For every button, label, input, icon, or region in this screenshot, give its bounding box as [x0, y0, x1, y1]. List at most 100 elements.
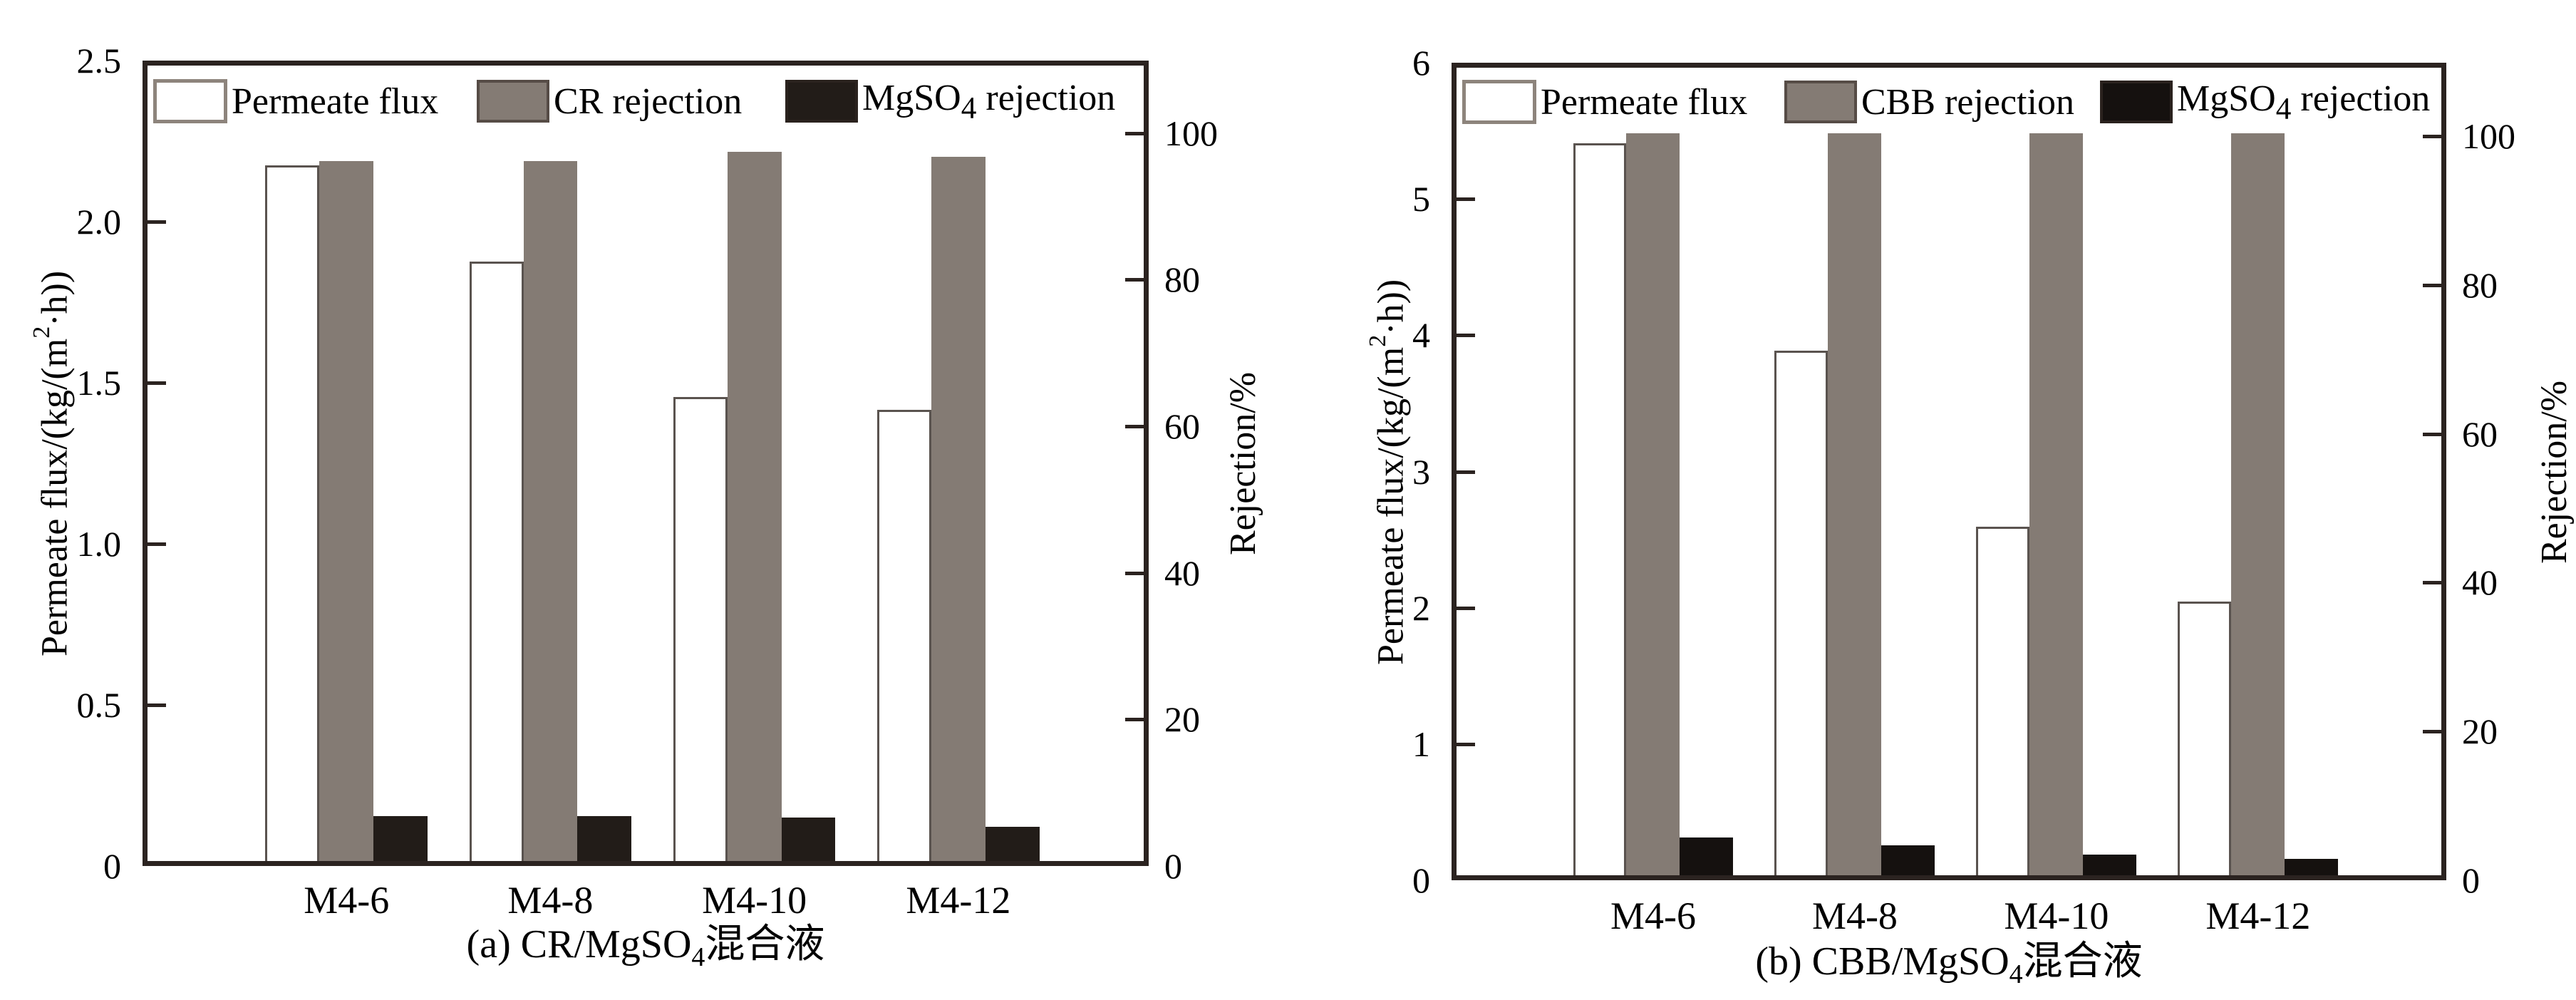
left-axis-tick-label-0.5: 0.5 — [76, 685, 122, 725]
left-axis-tick-label-0: 0 — [1412, 860, 1430, 900]
left-axis-tick-label-3: 3 — [1412, 451, 1430, 492]
bar-mgso4-rejection-M4-8 — [577, 816, 632, 861]
x-axis-category-label-M4-8: M4-8 — [1811, 895, 1898, 937]
x-axis-category-label-M4-8: M4-8 — [507, 879, 594, 922]
legend-label-mgso4-rejection: MgSO4 rejection — [862, 77, 1115, 125]
left-axis-tick-mark — [148, 542, 166, 546]
caption-a-post: 混合液 — [705, 922, 825, 967]
legend-item-mgso4-rejection-b: MgSO4 rejection — [2100, 78, 2430, 126]
left-axis-tick-mark — [1457, 606, 1475, 610]
right-axis-tick-label-20: 20 — [2462, 711, 2498, 752]
plot-area-a: Permeate flux CR rejection MgSO4 rejecti… — [143, 61, 1149, 866]
bar-permeate-flux-M4-6 — [265, 165, 320, 861]
x-axis-category-label-M4-10: M4-10 — [2004, 895, 2109, 937]
legend-label-mgso4-pre: MgSO — [2177, 78, 2276, 119]
bar-permeate-flux-M4-8 — [469, 262, 524, 861]
legend-item-cbb-rejection: CBB rejection — [1784, 79, 2074, 125]
right-axis-tick-mark — [2423, 730, 2441, 734]
bar-cr-rejection-M4-6 — [319, 160, 374, 861]
right-axis-title-a: Rejection/% — [1223, 371, 1263, 555]
bar-permeate-flux-M4-8 — [1774, 351, 1828, 875]
bar-cbb-rejection-M4-12 — [2231, 133, 2285, 875]
caption-b-post: 混合液 — [2022, 939, 2143, 984]
x-axis-category-label-M4-12: M4-12 — [906, 879, 1011, 922]
left-axis-tick-label-5: 5 — [1412, 179, 1430, 220]
legend-item-permeate-flux-b: Permeate flux — [1462, 79, 1747, 125]
right-axis-tick-mark — [2423, 135, 2441, 139]
bar-cbb-rejection-M4-6 — [1626, 133, 1680, 875]
left-axis-title-a-sup: 2 — [29, 326, 55, 339]
right-axis-tick-label-40: 40 — [1164, 552, 1200, 593]
left-axis-tick-mark — [1457, 197, 1475, 202]
legend-swatch-cbb-rejection-icon — [1784, 81, 1857, 123]
left-axis-tick-label-4: 4 — [1412, 315, 1430, 356]
left-axis-tick-label-1.5: 1.5 — [76, 363, 122, 403]
bar-cr-rejection-M4-8 — [523, 160, 578, 861]
right-axis-tick-label-80: 80 — [2462, 264, 2498, 305]
right-axis-tick-mark — [2423, 432, 2441, 436]
right-axis-tick-mark — [1125, 718, 1144, 722]
bar-mgso4-rejection-M4-10 — [781, 818, 836, 861]
legend-label-cr-rejection: CR rejection — [554, 81, 743, 122]
bar-cbb-rejection-M4-8 — [1828, 133, 1882, 875]
legend-item-cr-rejection: CR rejection — [477, 78, 742, 124]
bar-mgso4-rejection-M4-6 — [1680, 837, 1734, 875]
x-axis-category-label-M4-6: M4-6 — [1610, 895, 1696, 937]
bar-cr-rejection-M4-12 — [931, 156, 986, 861]
right-axis-tick-mark — [1125, 571, 1144, 575]
bar-cr-rejection-M4-10 — [727, 151, 782, 861]
chart-caption-a: (a) CR/MgSO4混合液 — [289, 921, 1002, 981]
left-axis-tick-mark — [148, 703, 166, 707]
right-axis-tick-label-100: 100 — [2462, 116, 2515, 157]
legend-label-mgso4-pre: MgSO — [862, 77, 961, 118]
x-axis-category-label-M4-6: M4-6 — [304, 879, 390, 922]
right-axis-tick-mark — [1125, 131, 1144, 135]
left-axis-tick-mark — [148, 381, 166, 385]
legend-swatch-cr-rejection-icon — [477, 80, 549, 123]
bar-cbb-rejection-M4-10 — [2029, 133, 2084, 875]
right-axis-tick-label-80: 80 — [1164, 259, 1200, 300]
legend-label-permeate-flux: Permeate flux — [1541, 81, 1748, 123]
legend-swatch-permeate-flux-icon — [153, 79, 227, 123]
left-axis-tick-mark — [148, 220, 166, 224]
legend-label-mgso4-rejection: MgSO4 rejection — [2177, 78, 2430, 126]
right-axis-tick-label-60: 60 — [1164, 406, 1200, 447]
left-axis-tick-label-2.0: 2.0 — [76, 202, 122, 242]
left-axis-tick-label-6: 6 — [1412, 43, 1430, 83]
legend-item-permeate-flux-a: Permeate flux — [153, 78, 438, 124]
right-axis-tick-label-100: 100 — [1164, 113, 1218, 153]
left-axis-tick-label-2: 2 — [1412, 587, 1430, 628]
legend-item-mgso4-rejection-a: MgSO4 rejection — [785, 77, 1115, 125]
right-axis-tick-mark — [2423, 283, 2441, 287]
legend-label-mgso4-sub: 4 — [2275, 91, 2292, 126]
left-axis-tick-label-1: 1 — [1412, 723, 1430, 764]
plot-area-b: Permeate flux CBB rejection MgSO4 reject… — [1452, 63, 2446, 880]
bar-mgso4-rejection-M4-6 — [373, 816, 428, 861]
legend-label-permeate-flux: Permeate flux — [232, 81, 439, 122]
legend-label-mgso4-post: rejection — [976, 77, 1116, 118]
right-axis-tick-label-20: 20 — [1164, 699, 1200, 740]
caption-a-sub: 4 — [691, 942, 705, 973]
caption-a-pre: (a) CR/MgSO — [466, 922, 692, 967]
caption-b-sub: 4 — [2009, 959, 2023, 990]
right-axis-tick-label-60: 60 — [2462, 413, 2498, 454]
bar-mgso4-rejection-M4-10 — [2083, 854, 2137, 875]
caption-b-pre: (b) CBB/MgSO — [1755, 939, 2009, 984]
left-axis-tick-label-2.5: 2.5 — [76, 41, 122, 81]
bar-permeate-flux-M4-12 — [2178, 601, 2232, 875]
bar-permeate-flux-M4-12 — [877, 410, 931, 861]
legend-swatch-mgso4-rejection-icon — [785, 80, 858, 123]
legend-label-mgso4-post: rejection — [2291, 78, 2431, 119]
left-axis-title-a-text2: ·h)) — [34, 270, 76, 326]
legend-label-mgso4-sub: 4 — [961, 91, 977, 125]
right-axis-tick-mark — [2423, 581, 2441, 585]
right-axis-tick-label-40: 40 — [2462, 562, 2498, 603]
x-axis-category-label-M4-10: M4-10 — [702, 879, 807, 922]
legend-swatch-mgso4-rejection-icon — [2100, 81, 2173, 123]
bar-mgso4-rejection-M4-12 — [985, 826, 1040, 861]
right-axis-title-b: Rejection/% — [2534, 379, 2575, 564]
bar-mgso4-rejection-M4-12 — [2285, 859, 2339, 875]
left-axis-tick-mark — [1457, 470, 1475, 474]
right-axis-tick-mark — [1125, 278, 1144, 282]
